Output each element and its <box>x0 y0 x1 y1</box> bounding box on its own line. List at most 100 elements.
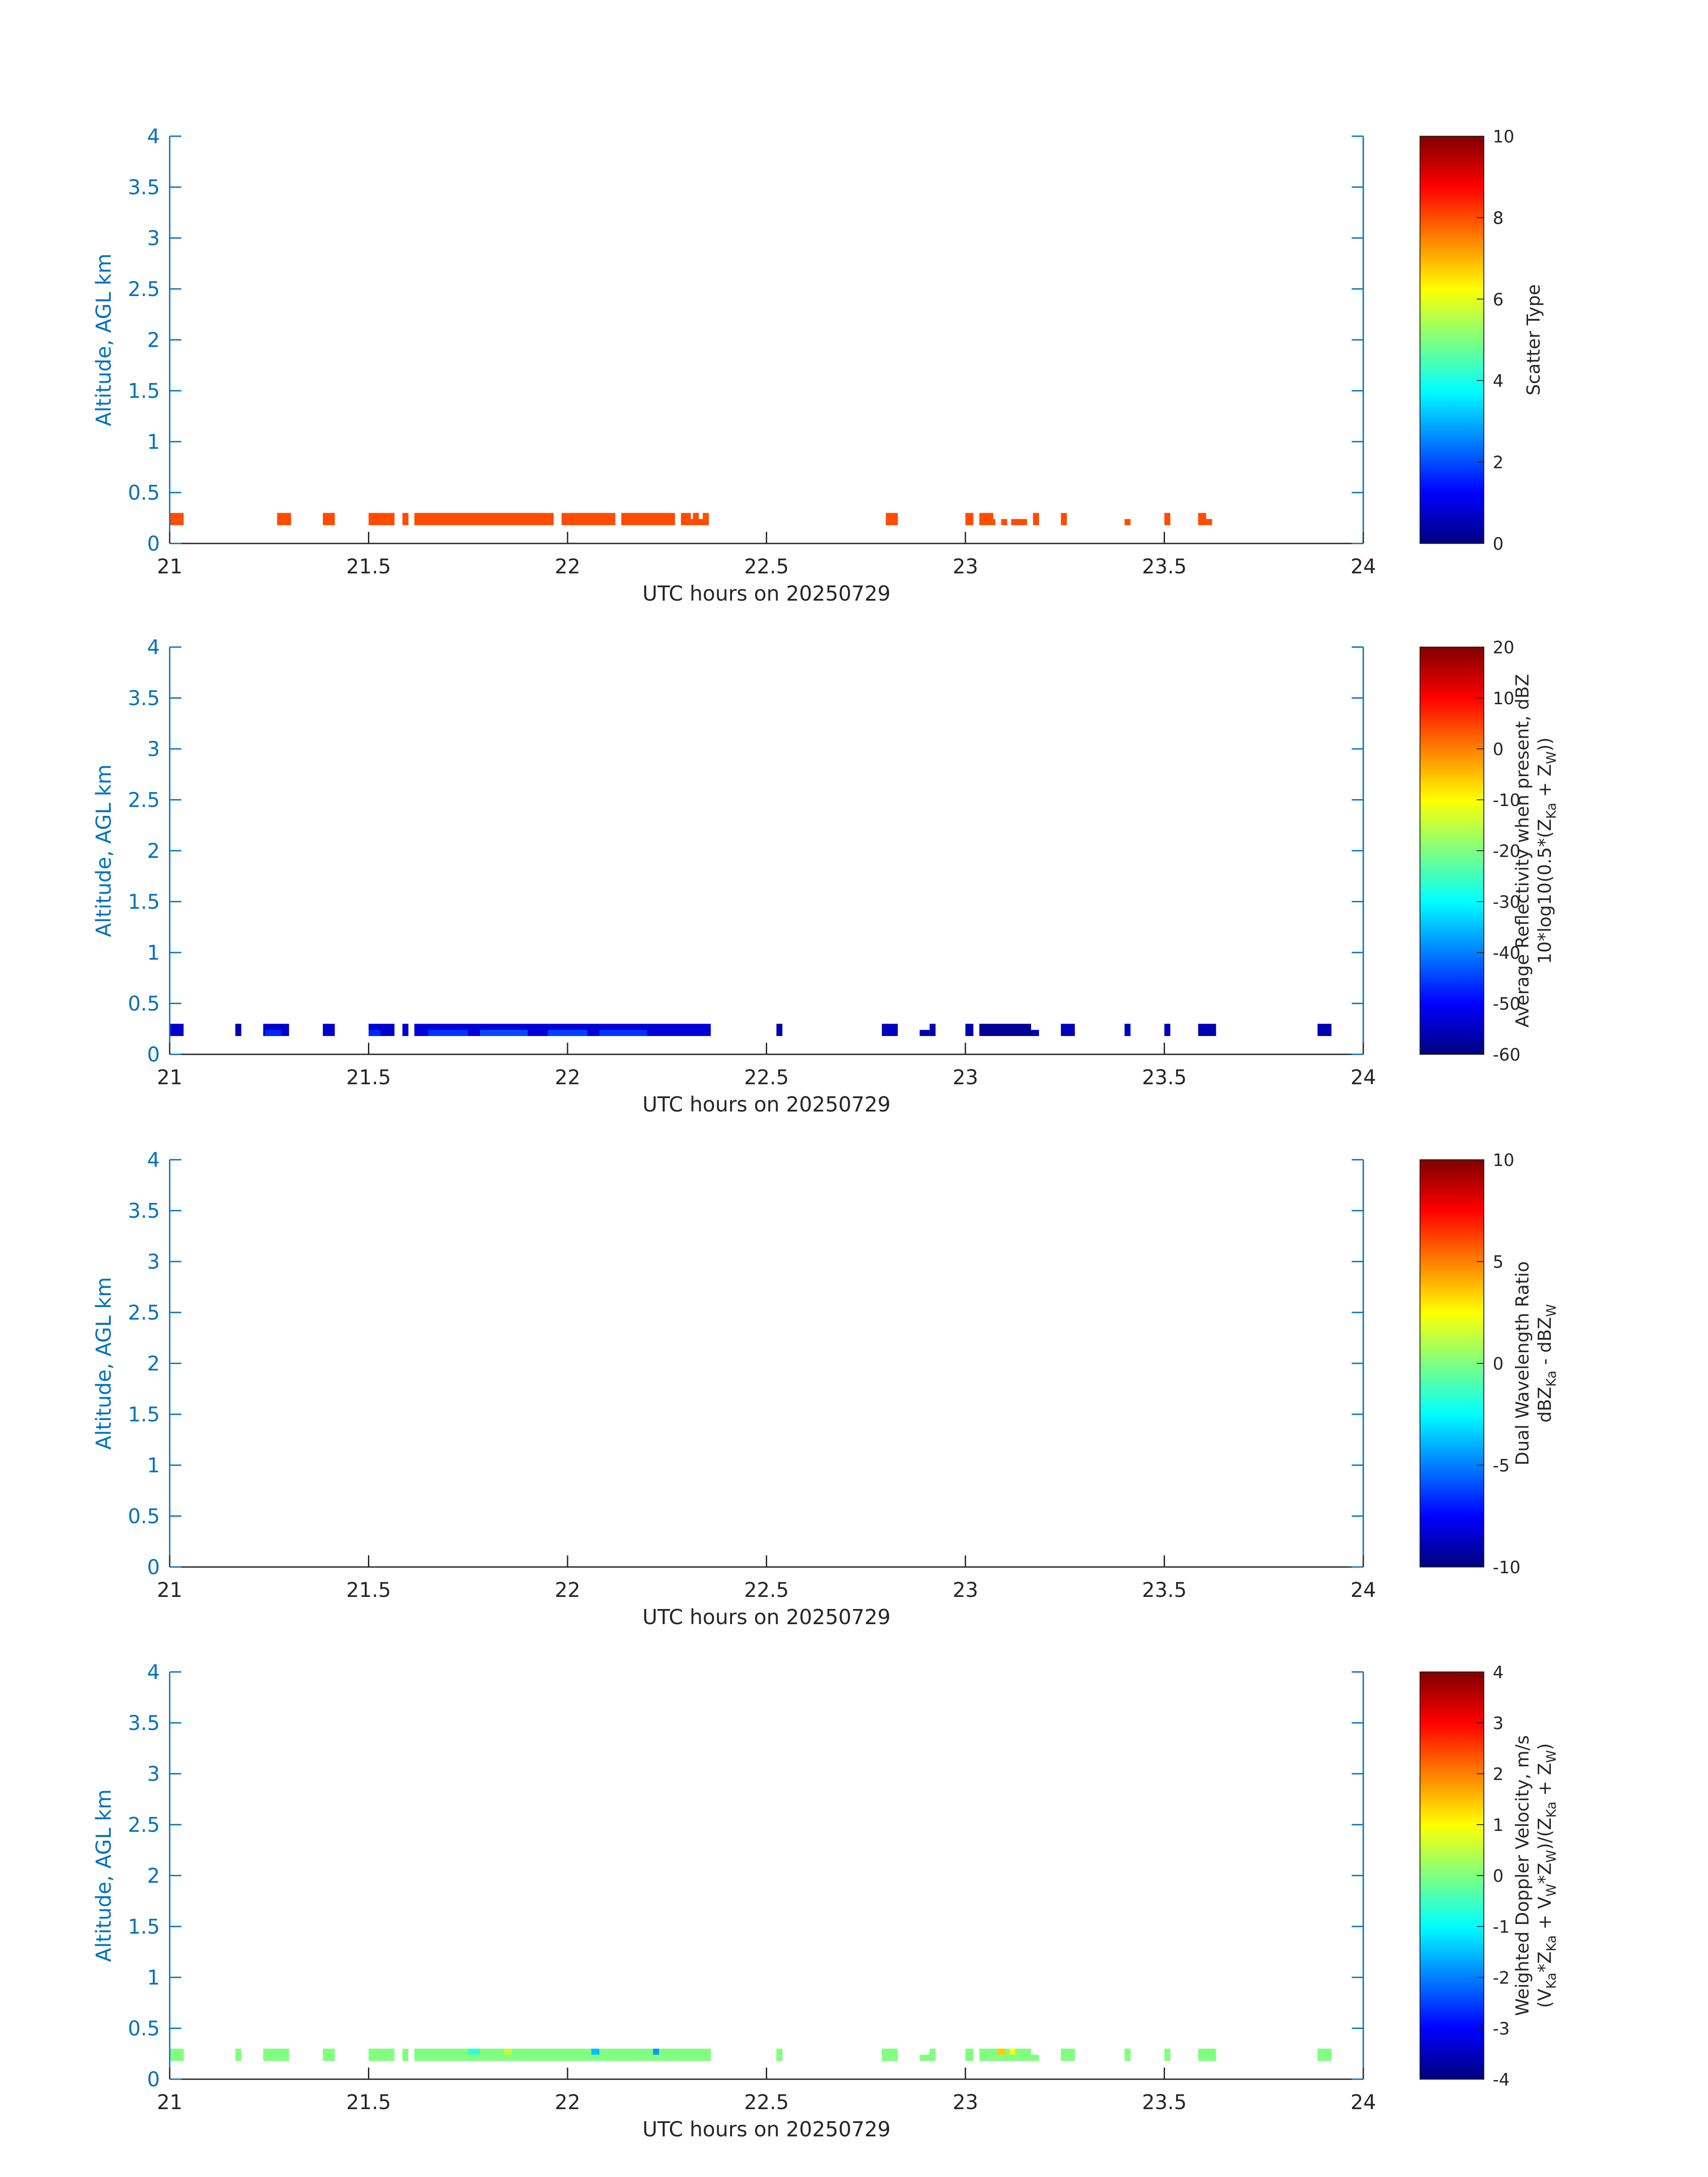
x-tick-label: 21 <box>157 2090 182 2114</box>
x-tick-label: 22.5 <box>744 1066 789 1089</box>
y-axis-label: Altitude, AGL km <box>92 253 116 426</box>
heatmap-cell <box>1001 519 1007 525</box>
heatmap-cell <box>1198 513 1207 525</box>
colorbar-tick-label: -10 <box>1493 1558 1520 1577</box>
heatmap-cell <box>414 2048 711 2061</box>
y-tick-label: 0.5 <box>128 481 160 505</box>
heatmap-cell <box>170 513 184 525</box>
heatmap-cell <box>653 2048 659 2055</box>
x-axis-label: UTC hours on 20250729 <box>643 2117 891 2141</box>
heatmap-cell <box>965 513 973 525</box>
heatmap-cell <box>480 1030 528 1036</box>
heatmap-cell <box>368 513 395 525</box>
y-tick-label: 3.5 <box>128 1199 160 1223</box>
colorbar-gradient <box>1420 647 1484 1055</box>
heatmap-cell <box>1164 2048 1170 2061</box>
colorbar-tick-label: 10 <box>1493 1150 1514 1170</box>
colorbar-tick-label: -4 <box>1493 2070 1510 2089</box>
colorbar-label: (VKa​*ZKa​ + VW​*ZW​)/(ZKa​ + ZW​) <box>1535 1743 1559 2008</box>
heatmap-cell <box>1124 2048 1131 2061</box>
y-tick-label: 1 <box>147 430 160 454</box>
heatmap-cell <box>1031 1030 1039 1036</box>
x-tick-label: 23 <box>952 555 978 578</box>
y-tick-label: 2.5 <box>128 1813 160 1837</box>
heatmap-cells <box>170 2048 1332 2061</box>
y-tick-label: 3.5 <box>128 1711 160 1735</box>
colorbar: -60 -50 -40 -30 -20 -10 0 10 20 Average Reflectiv… <box>1420 638 1559 1065</box>
x-tick-label: 23.5 <box>1142 1578 1186 1602</box>
colorbar-gradient <box>1420 1671 1484 2080</box>
heatmap-cell <box>414 513 554 525</box>
y-tick-label: 0 <box>147 1043 160 1066</box>
heatmap-cell <box>323 513 335 525</box>
colorbar-tick-label: 6 <box>1493 290 1503 309</box>
heatmap-cell <box>965 2048 973 2061</box>
colorbar-tick-label: 0 <box>1493 534 1503 554</box>
colorbar-label: Scatter Type <box>1524 284 1544 396</box>
y-tick-label: 3.5 <box>128 175 160 199</box>
heatmap-cell <box>691 519 709 525</box>
x-tick-label: 23.5 <box>1142 1066 1186 1089</box>
x-axis-label: UTC hours on 20250729 <box>643 1092 891 1116</box>
x-tick-label: 23 <box>952 1578 978 1602</box>
x-tick-label: 22.5 <box>744 555 789 578</box>
y-tick-label: 4 <box>147 125 160 148</box>
heatmap-cell <box>1031 2055 1039 2061</box>
heatmap-cell <box>929 1024 936 1036</box>
y-tick-label: 2.5 <box>128 788 160 812</box>
colorbar-tick-label: -30 <box>1493 892 1520 912</box>
y-tick-label: 3 <box>147 1762 160 1786</box>
y-tick-label: 0.5 <box>128 1504 160 1528</box>
y-tick-label: 4 <box>147 1660 160 1684</box>
x-tick-label: 24 <box>1350 1578 1376 1602</box>
heatmap-cell <box>1317 2048 1332 2061</box>
heatmap-cell <box>1124 1024 1131 1036</box>
colorbar: -4 -3 -2 -1 0 1 2 3 4 Weighted Doppler Velocity, … <box>1420 1663 1559 2089</box>
x-tick-label: 22 <box>555 2090 580 2114</box>
panel-average-reflectivity: UTC hours on 20250729 Altitude, AGL km 0… <box>92 635 1559 1116</box>
heatmap-cell <box>929 2048 936 2061</box>
x-axis-label: UTC hours on 20250729 <box>643 581 891 606</box>
colorbar-gradient <box>1420 136 1484 544</box>
y-tick-label: 4 <box>147 635 160 659</box>
heatmap-cell <box>402 513 409 525</box>
y-tick-label: 1.5 <box>128 1403 160 1426</box>
heatmap-cell <box>1124 519 1131 525</box>
heatmap-cell <box>881 1024 898 1036</box>
y-tick-label: 2 <box>147 328 160 352</box>
heatmap-cell <box>1164 1024 1170 1036</box>
x-tick-label: 21 <box>157 1066 182 1089</box>
heatmap-cell <box>979 1024 1031 1036</box>
heatmap-cell <box>965 1024 973 1036</box>
colorbar-label: Weighted Doppler Velocity, m/s <box>1512 1735 1533 2016</box>
colorbar-tick-label: 8 <box>1493 208 1503 228</box>
heatmap-cell <box>599 1030 647 1036</box>
colorbar-label: dBZKa​ - dBZW​ <box>1535 1304 1559 1422</box>
colorbar-tick-label: 10 <box>1493 127 1514 146</box>
heatmap-cell <box>1198 1024 1216 1036</box>
heatmap-cell <box>1198 2048 1216 2061</box>
heatmap-cell <box>263 2048 289 2061</box>
colorbar-tick-label: 2 <box>1493 1764 1503 1784</box>
x-tick-label: 23 <box>952 2090 978 2114</box>
y-tick-label: 0 <box>147 1555 160 1579</box>
y-tick-label: 2.5 <box>128 1301 160 1325</box>
x-tick-label: 24 <box>1350 1066 1376 1089</box>
heatmap-cell <box>681 513 691 525</box>
heatmap-cell <box>428 1030 468 1036</box>
x-tick-label: 22.5 <box>744 2090 789 2114</box>
y-tick-label: 1.5 <box>128 890 160 914</box>
y-tick-label: 0.5 <box>128 992 160 1015</box>
y-tick-label: 4 <box>147 1148 160 1172</box>
colorbar-tick-label: -5 <box>1493 1456 1510 1475</box>
y-tick-label: 3 <box>147 226 160 250</box>
heatmap-cell <box>504 2048 512 2055</box>
colorbar-label: Average Reflectivity when present, dBZ <box>1512 674 1533 1027</box>
heatmap-cell <box>1317 1024 1332 1036</box>
colorbar-tick-label: 10 <box>1493 689 1514 708</box>
panel-dual-wavelength-ratio: UTC hours on 20250729 Altitude, AGL km 0… <box>92 1148 1559 1629</box>
heatmap-cell <box>323 2048 335 2061</box>
x-tick-label: 22 <box>555 1578 580 1602</box>
y-axis-label: Altitude, AGL km <box>92 764 116 937</box>
